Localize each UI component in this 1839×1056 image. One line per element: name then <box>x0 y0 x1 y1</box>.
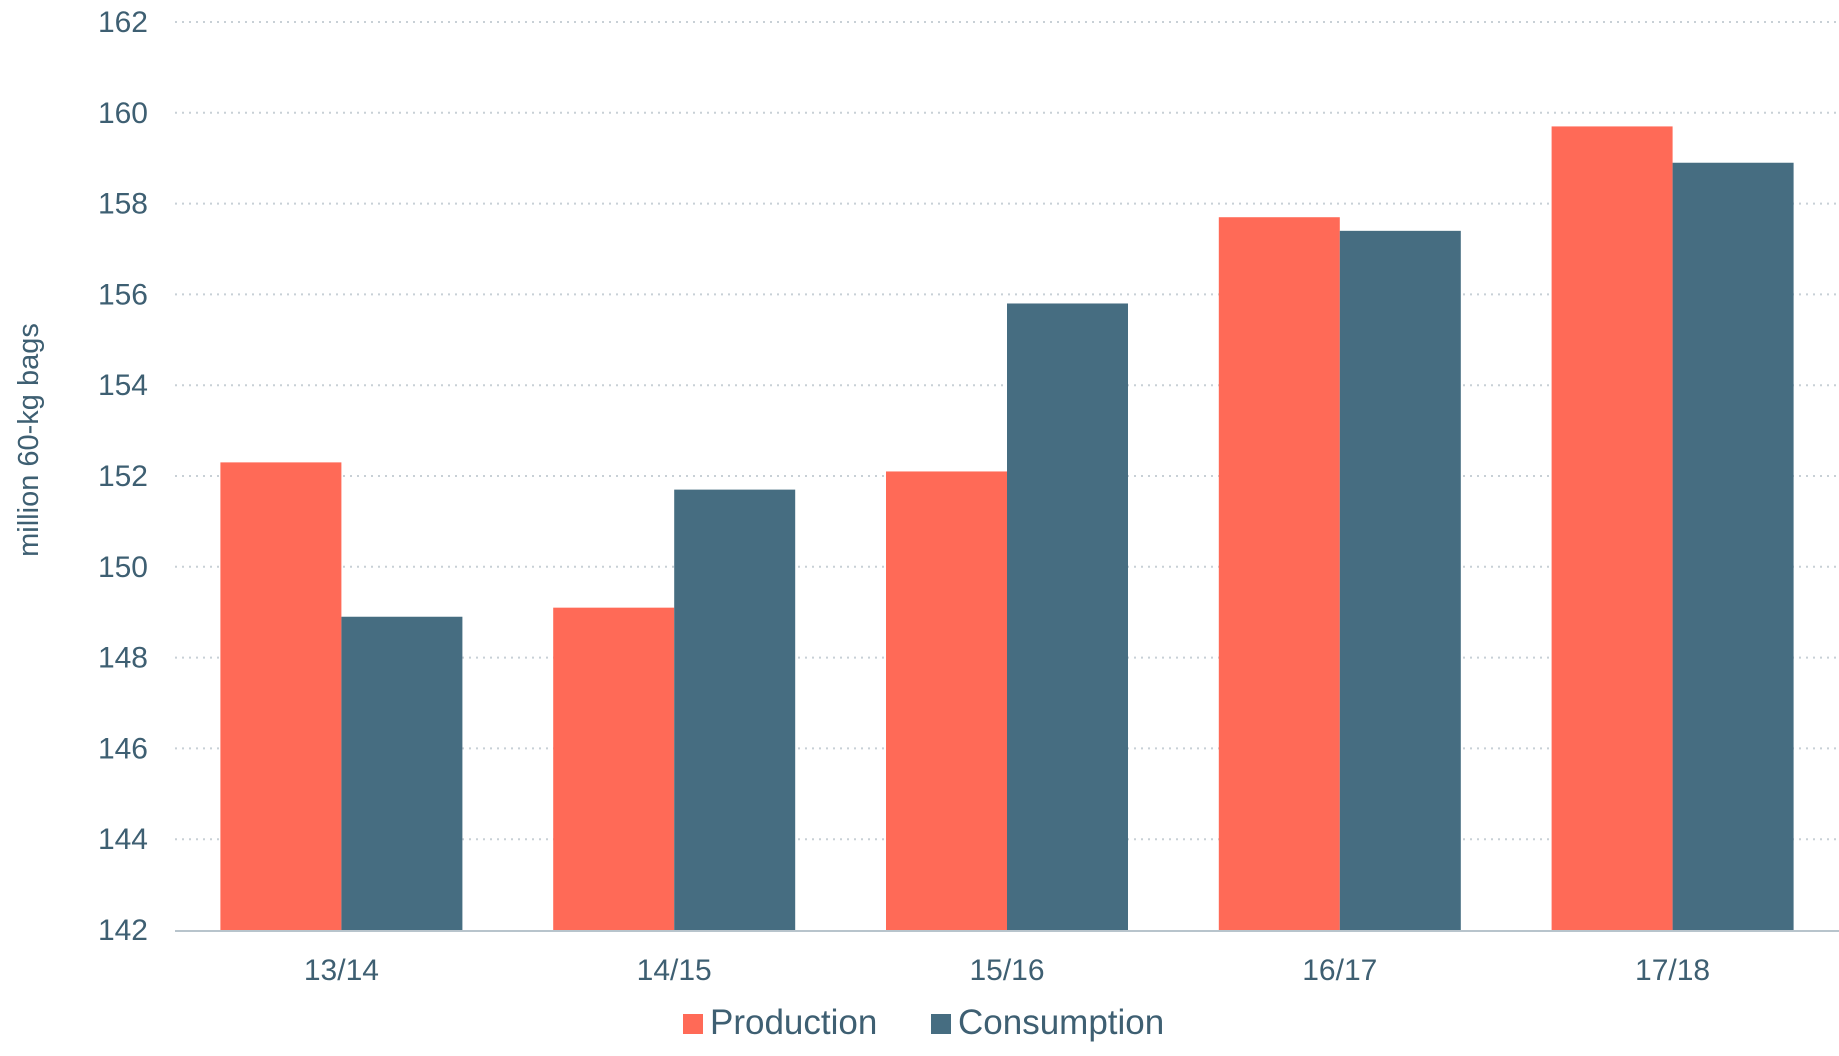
x-tick-label: 17/18 <box>1635 954 1710 987</box>
y-tick-label: 162 <box>98 6 148 39</box>
legend[interactable]: Production Consumption <box>683 1003 1164 1042</box>
bar-consumption-16-17 <box>1339 230 1461 931</box>
x-axis-ticks: 13/14 14/15 15/16 16/17 17/18 <box>304 954 1710 987</box>
y-tick-label: 146 <box>98 732 148 765</box>
bars <box>220 126 1794 931</box>
legend-item-production[interactable]: Production <box>683 1003 877 1042</box>
y-tick-label: 150 <box>98 551 148 584</box>
y-axis-ticks: 142 144 146 148 150 152 154 156 158 160 162 <box>98 6 148 947</box>
y-tick-label: 158 <box>98 188 148 221</box>
legend-item-consumption[interactable]: Consumption <box>931 1003 1164 1042</box>
x-tick-label: 16/17 <box>1302 954 1377 987</box>
legend-swatch <box>931 1014 951 1034</box>
legend-swatch <box>683 1014 703 1034</box>
y-tick-label: 156 <box>98 278 148 311</box>
bar-production-15-16 <box>886 471 1007 930</box>
bar-consumption-14-15 <box>674 489 796 930</box>
y-tick-label: 154 <box>98 369 148 402</box>
legend-label: Consumption <box>958 1003 1164 1042</box>
legend-label: Production <box>710 1003 877 1042</box>
bar-production-13-14 <box>220 462 342 930</box>
x-tick-label: 14/15 <box>637 954 712 987</box>
y-tick-label: 144 <box>98 823 148 856</box>
x-tick-label: 13/14 <box>304 954 379 987</box>
y-tick-label: 160 <box>98 97 148 130</box>
bar-production-16-17 <box>1218 217 1340 931</box>
x-tick-label: 15/16 <box>969 954 1044 987</box>
y-tick-label: 142 <box>98 914 148 947</box>
y-tick-label: 152 <box>98 460 148 493</box>
y-tick-label: 148 <box>98 642 148 675</box>
bar-consumption-15-16 <box>1007 303 1128 931</box>
bar-production-17-18 <box>1551 126 1673 931</box>
bar-consumption-13-14 <box>341 616 463 930</box>
bar-consumption-17-18 <box>1672 162 1794 931</box>
bar-production-14-15 <box>553 607 675 930</box>
y-axis-label: million 60-kg bags <box>13 323 45 557</box>
